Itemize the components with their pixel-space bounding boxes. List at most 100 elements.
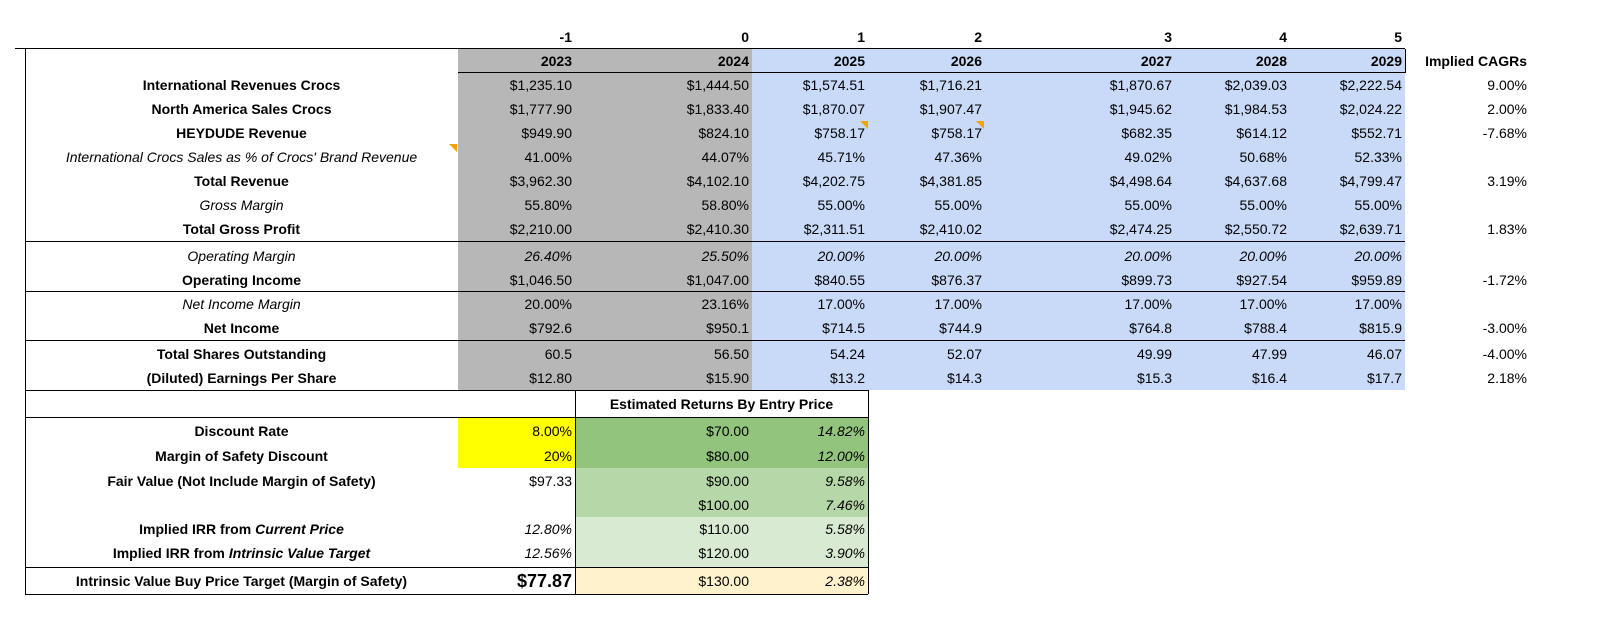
border bbox=[25, 291, 1405, 292]
input-label: Implied IRR from Intrinsic Value Target bbox=[25, 542, 458, 564]
border bbox=[25, 567, 868, 568]
value-cell: 17.00% bbox=[1354, 296, 1402, 312]
input-label: Fair Value (Not Include Margin of Safety… bbox=[107, 473, 376, 489]
value-cell: $1,777.90 bbox=[509, 101, 572, 117]
expected-return: 2.38% bbox=[825, 573, 865, 589]
year-header: 2028 bbox=[1255, 53, 1287, 69]
value-cell: 60.5 bbox=[544, 346, 572, 362]
input-label: Implied IRR from Current Price bbox=[25, 518, 458, 540]
value-cell: 25.50% bbox=[701, 248, 749, 264]
border bbox=[25, 417, 868, 418]
border bbox=[25, 390, 868, 391]
row-label: International Crocs Sales as % of Crocs'… bbox=[65, 149, 418, 165]
row-label: Total Shares Outstanding bbox=[156, 346, 327, 362]
value-cell: $899.73 bbox=[1121, 272, 1172, 288]
entry-price: $120.00 bbox=[698, 545, 749, 561]
row-label: International Revenues Crocs bbox=[142, 77, 341, 93]
expected-return: 14.82% bbox=[817, 423, 865, 439]
value-cell: 52.33% bbox=[1354, 149, 1402, 165]
value-cell: $16.4 bbox=[1251, 370, 1287, 386]
value-cell: $927.54 bbox=[1236, 272, 1287, 288]
value-cell: $959.89 bbox=[1351, 272, 1402, 288]
value-cell: $4,202.75 bbox=[802, 173, 865, 189]
value-cell: 17.00% bbox=[1124, 296, 1172, 312]
row-label: Gross Margin bbox=[199, 197, 284, 213]
value-cell: $4,381.85 bbox=[919, 173, 982, 189]
column-index: 1 bbox=[857, 29, 865, 45]
value-cell: $949.90 bbox=[521, 125, 572, 141]
row-label: North America Sales Crocs bbox=[151, 101, 332, 117]
input-value: $97.33 bbox=[529, 473, 572, 489]
value-cell: $1,046.50 bbox=[509, 272, 572, 288]
value-cell: $4,637.68 bbox=[1224, 173, 1287, 189]
value-cell: 49.02% bbox=[1124, 149, 1172, 165]
value-cell: $1,907.47 bbox=[919, 101, 982, 117]
comment-marker bbox=[860, 121, 868, 129]
value-cell: $3,962.30 bbox=[509, 173, 572, 189]
year-header: 2023 bbox=[540, 53, 572, 69]
value-cell: $12.80 bbox=[529, 370, 572, 386]
border bbox=[25, 241, 1405, 242]
input-value: 12.56% bbox=[524, 545, 572, 561]
cagr-cell: 3.19% bbox=[1487, 173, 1527, 189]
value-cell: $13.2 bbox=[829, 370, 865, 386]
value-cell: $1,047.00 bbox=[686, 272, 749, 288]
value-cell: 52.07 bbox=[946, 346, 982, 362]
value-cell: $4,102.10 bbox=[686, 173, 749, 189]
value-cell: 44.07% bbox=[701, 149, 749, 165]
value-cell: 50.68% bbox=[1239, 149, 1287, 165]
cagr-cell: -1.72% bbox=[1482, 272, 1527, 288]
value-cell: 20.00% bbox=[1239, 248, 1287, 264]
row-label: Net Income Margin bbox=[182, 296, 301, 312]
value-cell: $2,222.54 bbox=[1339, 77, 1402, 93]
entry-price: $70.00 bbox=[706, 423, 749, 439]
input-value: $77.87 bbox=[516, 571, 572, 591]
value-cell: 17.00% bbox=[934, 296, 982, 312]
value-cell: 20.00% bbox=[1354, 248, 1402, 264]
cagr-header: Implied CAGRs bbox=[1425, 53, 1527, 69]
label-text: Implied IRR from bbox=[112, 545, 225, 561]
returns-title: Estimated Returns By Entry Price bbox=[609, 396, 834, 412]
comment-marker bbox=[449, 144, 457, 152]
input-value: 12.80% bbox=[524, 521, 572, 537]
value-cell: $758.17 bbox=[931, 125, 982, 141]
input-label: Intrinsic Value Buy Price Target (Margin… bbox=[75, 573, 408, 589]
value-cell: $1,945.62 bbox=[1109, 101, 1172, 117]
value-cell: 20.00% bbox=[524, 296, 572, 312]
expected-return: 7.46% bbox=[825, 497, 865, 513]
expected-return: 3.90% bbox=[825, 545, 865, 561]
value-cell: 55.00% bbox=[817, 197, 865, 213]
border bbox=[458, 72, 1405, 73]
comment-marker bbox=[976, 121, 984, 129]
value-cell: $824.10 bbox=[698, 125, 749, 141]
value-cell: $682.35 bbox=[1121, 125, 1172, 141]
value-cell: $840.55 bbox=[814, 272, 865, 288]
cagr-cell: 2.00% bbox=[1487, 101, 1527, 117]
expected-return: 12.00% bbox=[817, 448, 865, 464]
year-header: 2025 bbox=[833, 53, 865, 69]
value-cell: $14.3 bbox=[946, 370, 982, 386]
value-cell: $744.9 bbox=[939, 320, 982, 336]
value-cell: 47.36% bbox=[934, 149, 982, 165]
value-cell: 26.40% bbox=[524, 248, 572, 264]
value-cell: $1,235.10 bbox=[509, 77, 572, 93]
value-cell: $815.9 bbox=[1359, 320, 1402, 336]
value-cell: 49.99 bbox=[1136, 346, 1172, 362]
value-cell: $15.90 bbox=[706, 370, 749, 386]
value-cell: $758.17 bbox=[814, 125, 865, 141]
value-cell: $4,799.47 bbox=[1339, 173, 1402, 189]
value-cell: 20.00% bbox=[934, 248, 982, 264]
value-cell: $764.8 bbox=[1129, 320, 1172, 336]
entry-price: $130.00 bbox=[698, 573, 749, 589]
year-header: 2024 bbox=[717, 53, 749, 69]
value-cell: $2,039.03 bbox=[1224, 77, 1287, 93]
cagr-cell: 9.00% bbox=[1487, 77, 1527, 93]
value-cell: 23.16% bbox=[701, 296, 749, 312]
cagr-cell: -7.68% bbox=[1482, 125, 1527, 141]
input-label: Discount Rate bbox=[194, 423, 289, 439]
value-cell: $2,024.22 bbox=[1339, 101, 1402, 117]
value-cell: $1,716.21 bbox=[919, 77, 982, 93]
value-cell: $2,311.51 bbox=[803, 221, 865, 237]
value-cell: 17.00% bbox=[817, 296, 865, 312]
